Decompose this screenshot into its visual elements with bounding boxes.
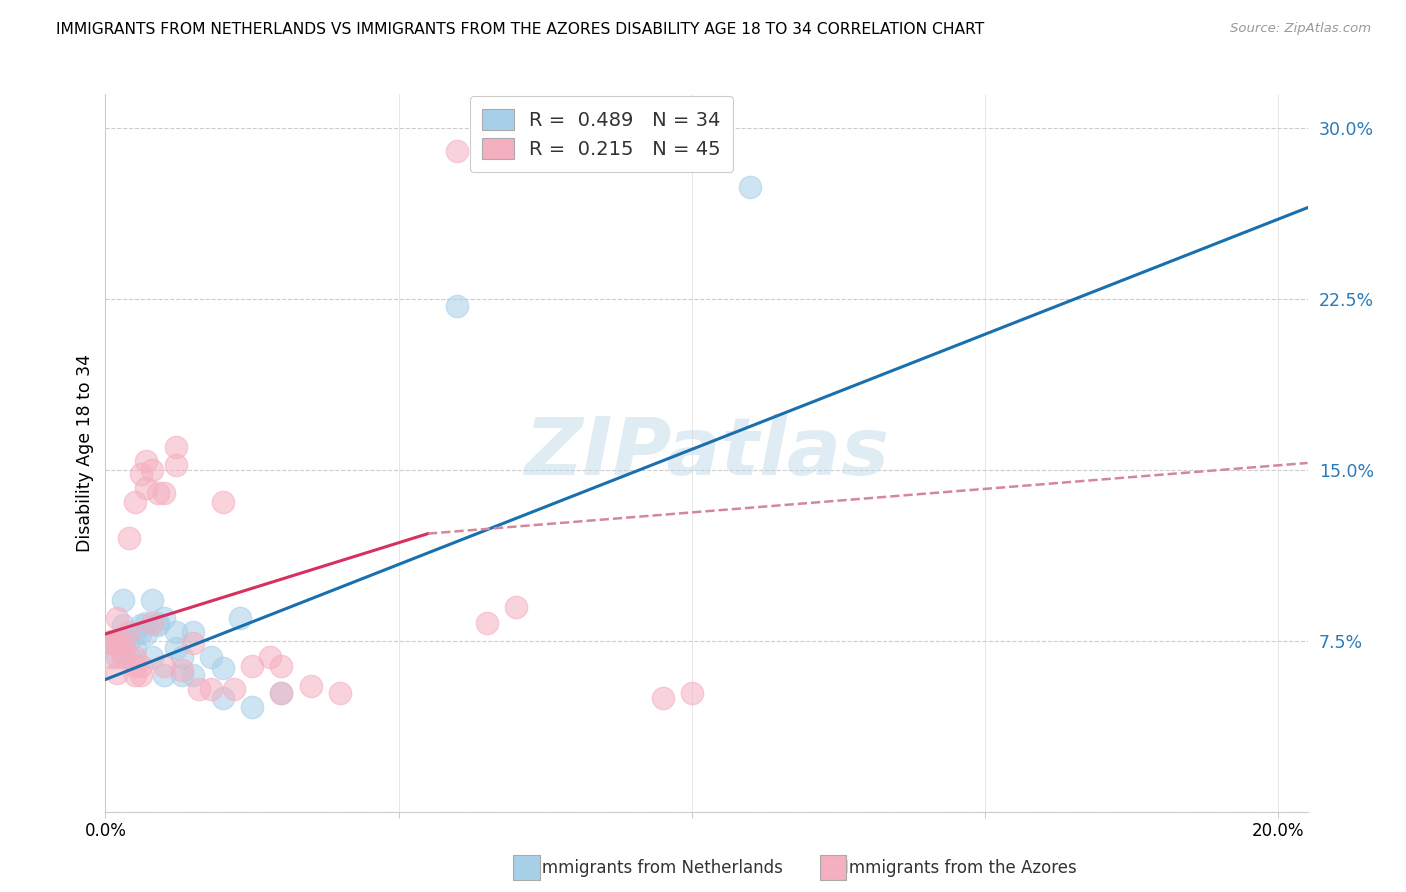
Text: Source: ZipAtlas.com: Source: ZipAtlas.com (1230, 22, 1371, 36)
Point (148, 485, 170, 500)
Point (124, 494, 146, 508)
Point (100, 649, 122, 664)
Point (224, 681, 246, 696)
Text: Immigrants from the Azores: Immigrants from the Azores (844, 859, 1077, 877)
Point (165, 624, 187, 639)
Point (505, 599, 527, 614)
Text: Immigrants from Netherlands: Immigrants from Netherlands (537, 859, 783, 877)
Point (211, 661, 233, 675)
Text: ZIPatlas: ZIPatlas (524, 414, 889, 491)
Point (200, 681, 222, 696)
Point (105, 633, 128, 648)
Point (165, 458, 187, 473)
Point (135, 627, 157, 641)
Point (118, 624, 141, 639)
Point (135, 453, 157, 467)
Point (105, 649, 128, 664)
Point (148, 617, 170, 632)
Point (112, 592, 135, 607)
Point (240, 658, 263, 673)
Point (135, 481, 157, 495)
Point (153, 668, 176, 682)
Point (651, 690, 673, 705)
Point (112, 636, 135, 650)
Point (183, 624, 205, 639)
Point (118, 531, 141, 545)
Point (112, 633, 135, 648)
Point (129, 617, 152, 632)
Point (118, 649, 141, 664)
Point (118, 633, 141, 648)
Point (270, 686, 292, 700)
Point (141, 592, 163, 607)
Point (170, 668, 193, 682)
Point (188, 681, 211, 696)
Point (129, 668, 152, 682)
Point (270, 686, 292, 700)
Point (124, 668, 146, 682)
Point (124, 627, 146, 641)
Point (200, 649, 222, 664)
Point (153, 611, 176, 625)
Point (105, 636, 128, 650)
Point (170, 664, 193, 678)
Point (129, 658, 152, 673)
Point (170, 649, 193, 664)
Point (105, 665, 128, 680)
Point (446, 144, 468, 158)
Point (124, 640, 146, 655)
Point (259, 649, 281, 664)
Point (100, 636, 122, 650)
Point (148, 615, 170, 630)
Text: IMMIGRANTS FROM NETHERLANDS VS IMMIGRANTS FROM THE AZORES DISABILITY AGE 18 TO 3: IMMIGRANTS FROM NETHERLANDS VS IMMIGRANT… (56, 22, 984, 37)
Point (112, 649, 135, 664)
Point (329, 686, 352, 700)
Point (141, 463, 163, 477)
Point (100, 633, 122, 648)
Point (270, 658, 292, 673)
Point (124, 658, 146, 673)
Point (165, 640, 187, 655)
Point (112, 617, 135, 632)
Point (129, 467, 152, 482)
Point (211, 494, 233, 508)
Point (141, 615, 163, 630)
Point (740, 180, 762, 194)
Point (124, 649, 146, 664)
Point (153, 485, 176, 500)
Y-axis label: Disability Age 18 to 34: Disability Age 18 to 34 (76, 354, 94, 551)
Point (105, 611, 128, 625)
Legend: R =  0.489   N = 34, R =  0.215   N = 45: R = 0.489 N = 34, R = 0.215 N = 45 (470, 96, 734, 171)
Point (112, 645, 135, 659)
Point (129, 624, 152, 639)
Point (240, 699, 263, 714)
Point (681, 686, 703, 700)
Point (446, 299, 468, 313)
Point (141, 649, 163, 664)
Point (165, 440, 187, 454)
Point (229, 611, 252, 625)
Point (299, 679, 322, 693)
Point (183, 668, 205, 682)
Point (135, 615, 157, 630)
Point (153, 658, 176, 673)
Point (183, 636, 205, 650)
Point (211, 690, 233, 705)
Point (105, 636, 128, 650)
Point (475, 615, 498, 630)
Point (100, 636, 122, 650)
